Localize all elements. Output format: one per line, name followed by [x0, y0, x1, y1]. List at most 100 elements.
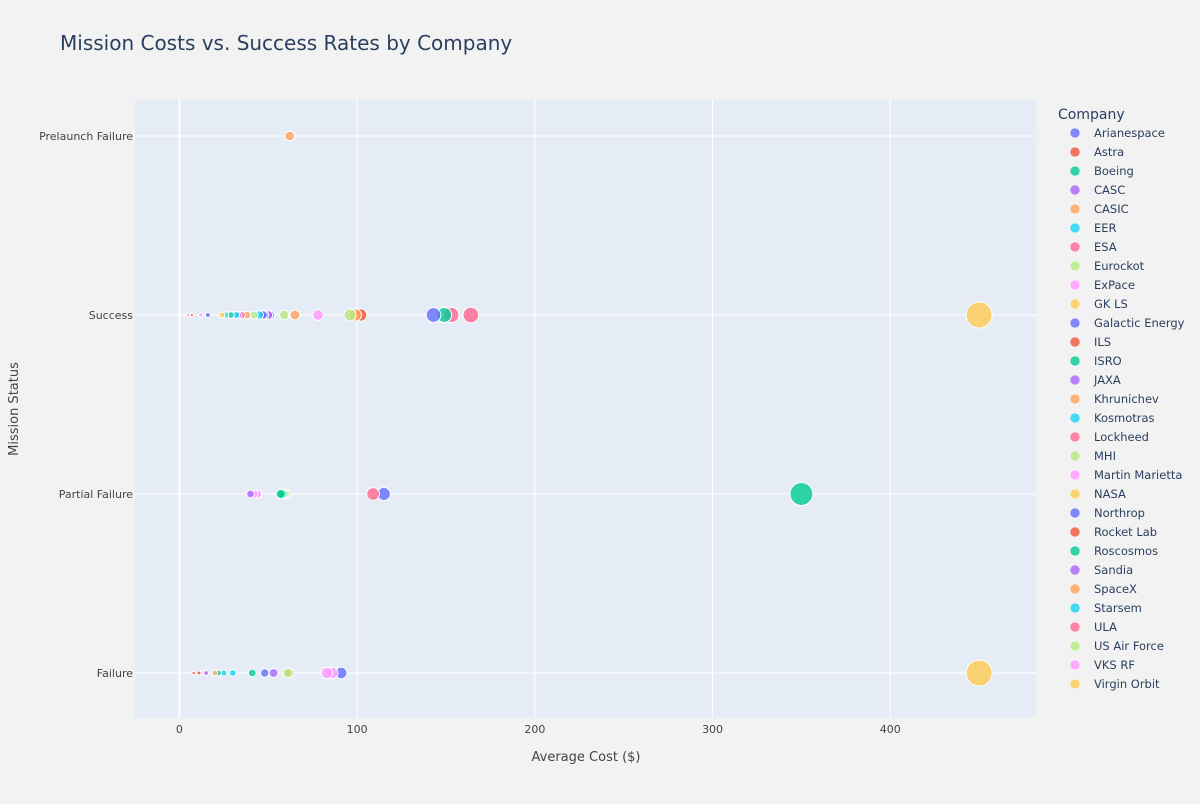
data-point[interactable] [320, 666, 334, 680]
x-tick-label: 100 [347, 723, 368, 736]
legend-marker [1069, 146, 1081, 158]
x-axis-title: Average Cost ($) [532, 750, 641, 765]
data-point[interactable] [789, 482, 814, 506]
legend-item[interactable]: ILS [1094, 335, 1111, 349]
data-point[interactable] [259, 668, 270, 678]
tick-layer: 0 100 200 300 400 Failure Partial Failure Succe… [39, 130, 901, 736]
legend-item[interactable]: JAXA [1093, 373, 1121, 387]
x-tick-label: 0 [176, 723, 183, 736]
legend-item[interactable]: NASA [1094, 487, 1126, 501]
y-tick-label: Partial Failure [59, 488, 133, 501]
legend-item[interactable]: Roscosmos [1094, 544, 1158, 558]
legend-marker [1069, 621, 1081, 633]
data-point[interactable] [279, 309, 290, 321]
legend-item[interactable]: Sandia [1094, 563, 1133, 577]
legend-marker [1069, 298, 1081, 310]
legend-marker [1069, 412, 1081, 424]
legend-item[interactable]: Eurockot [1094, 259, 1145, 273]
legend-item[interactable]: Rocket Lab [1094, 525, 1157, 539]
legend-item[interactable]: Arianespace [1094, 126, 1165, 140]
legend-item[interactable]: Starsem [1094, 601, 1142, 615]
legend-item[interactable]: Virgin Orbit [1094, 677, 1160, 691]
y-tick-label: Prelaunch Failure [39, 130, 133, 143]
legend-marker [1069, 488, 1081, 500]
data-point[interactable] [343, 308, 357, 322]
y-tick-label: Success [89, 309, 134, 322]
legend-marker [1069, 526, 1081, 538]
data-point[interactable] [203, 670, 209, 676]
legend-item[interactable]: Khrunichev [1094, 392, 1159, 406]
legend-marker [1069, 659, 1081, 671]
data-point[interactable] [965, 301, 993, 329]
legend-item[interactable]: Boeing [1094, 164, 1134, 178]
legend-item[interactable]: EER [1094, 221, 1117, 235]
legend-marker [1069, 602, 1081, 614]
legend-item[interactable]: Northrop [1094, 506, 1145, 520]
x-tick-label: 200 [524, 723, 545, 736]
data-point[interactable] [275, 488, 286, 500]
data-point[interactable] [246, 489, 255, 499]
data-point[interactable] [211, 669, 219, 677]
legend-marker [1069, 393, 1081, 405]
legend-item[interactable]: Martin Marietta [1094, 468, 1182, 482]
data-point[interactable] [282, 667, 294, 679]
legend-item[interactable]: ExPace [1094, 278, 1135, 292]
data-point[interactable] [196, 670, 202, 676]
legend-marker [1069, 507, 1081, 519]
legend-marker [1069, 203, 1081, 215]
data-point[interactable] [312, 309, 324, 321]
data-point[interactable] [268, 668, 279, 678]
data-point[interactable] [204, 312, 211, 318]
legend-item[interactable]: GK LS [1094, 297, 1128, 311]
data-point[interactable] [198, 312, 204, 318]
data-point[interactable] [186, 313, 191, 317]
legend-title: Company [1058, 107, 1125, 123]
legend-marker [1069, 336, 1081, 348]
legend-marker [1069, 564, 1081, 576]
legend-marker [1069, 127, 1081, 139]
legend-marker [1069, 241, 1081, 253]
data-point[interactable] [218, 311, 226, 319]
legend-item[interactable]: VKS RF [1094, 658, 1135, 672]
legend-marker [1069, 374, 1081, 386]
data-point[interactable] [366, 487, 381, 501]
x-tick-label: 400 [880, 723, 901, 736]
legend-item[interactable]: Lockheed [1094, 430, 1149, 444]
data-point[interactable] [965, 659, 993, 687]
legend-marker [1069, 431, 1081, 443]
legend-marker [1069, 184, 1081, 196]
data-point[interactable] [249, 310, 259, 320]
legend-marker [1069, 279, 1081, 291]
legend-item[interactable]: CASC [1094, 183, 1125, 197]
legend-item[interactable]: Kosmotras [1094, 411, 1155, 425]
plot-background [135, 100, 1036, 718]
data-point[interactable] [191, 670, 196, 676]
data-point[interactable] [189, 312, 194, 318]
legend-marker [1069, 355, 1081, 367]
data-point[interactable] [284, 130, 295, 142]
legend-item[interactable]: ISRO [1094, 354, 1122, 368]
data-point[interactable] [289, 309, 301, 321]
data-point[interactable] [228, 669, 237, 677]
legend-item[interactable]: MHI [1094, 449, 1116, 463]
x-tick-label: 300 [702, 723, 723, 736]
legend-item[interactable]: US Air Force [1094, 639, 1164, 653]
data-point[interactable] [425, 307, 442, 323]
legend-item[interactable]: SpaceX [1094, 582, 1137, 596]
legend-item[interactable]: ULA [1094, 620, 1117, 634]
y-axis-title: Mission Status [7, 362, 22, 456]
legend-marker [1069, 450, 1081, 462]
legend-marker [1069, 222, 1081, 234]
legend-marker [1069, 260, 1081, 272]
data-point[interactable] [247, 668, 257, 678]
legend-item[interactable]: Galactic Energy [1094, 316, 1185, 330]
legend-marker [1069, 469, 1081, 481]
legend-item[interactable]: CASIC [1094, 202, 1129, 216]
legend-item[interactable]: Astra [1094, 145, 1124, 159]
data-point[interactable] [462, 306, 480, 324]
legend-marker [1069, 640, 1081, 652]
legend-item[interactable]: ESA [1094, 240, 1117, 254]
legend-marker [1069, 545, 1081, 557]
